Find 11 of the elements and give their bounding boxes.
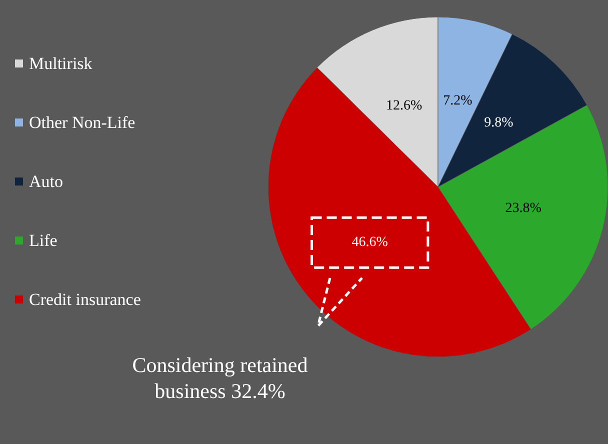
legend-label: Credit insurance bbox=[29, 290, 141, 309]
data-label: 23.8% bbox=[505, 200, 542, 216]
data-label: 9.8% bbox=[484, 116, 514, 131]
data-label: 12.6% bbox=[386, 98, 422, 114]
legend-label: Life bbox=[29, 231, 58, 250]
text: Considering retained business 32.4% bbox=[131, 352, 309, 404]
legend-label: Other Non-Life bbox=[29, 113, 136, 132]
data-label: 46.6% bbox=[352, 235, 388, 250]
data-label: 7.2% bbox=[443, 94, 473, 109]
legend-label: Multirisk bbox=[29, 54, 93, 73]
legend-label: Auto bbox=[29, 172, 63, 191]
